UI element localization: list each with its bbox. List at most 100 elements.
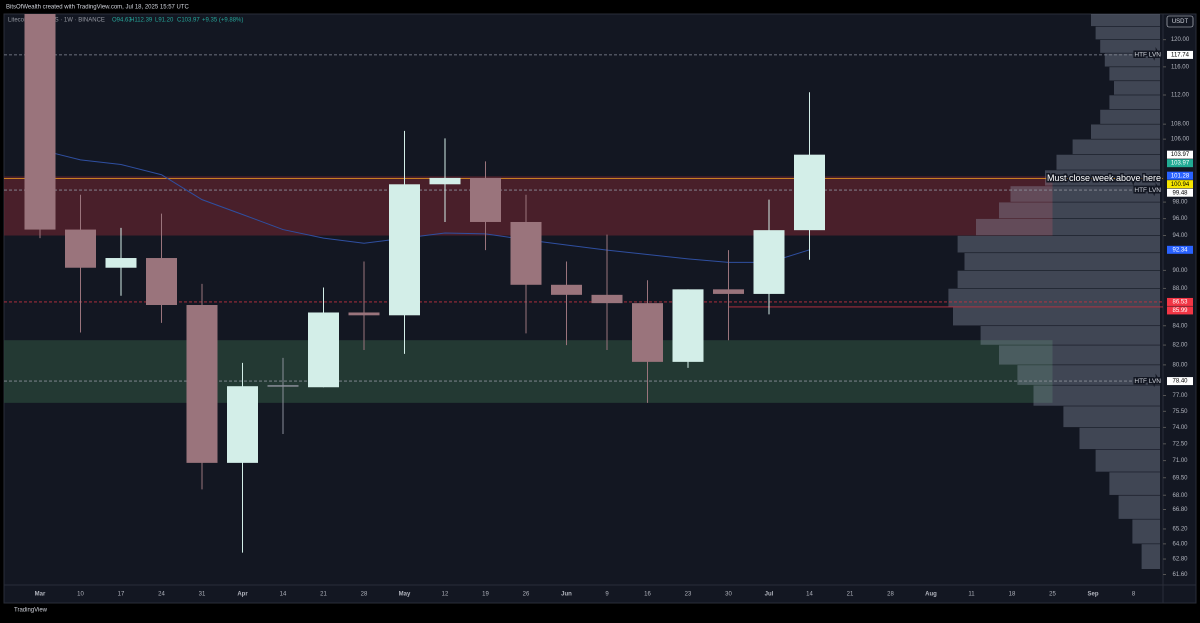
- price-tag-label: 86.53: [1172, 300, 1188, 306]
- y-tick-label: 98.00: [1172, 200, 1188, 206]
- candle-body: [186, 305, 218, 463]
- y-tick-label: 74.00: [1172, 425, 1188, 431]
- brand: TradingView: [14, 608, 48, 614]
- y-tick-label: 90.00: [1172, 268, 1188, 274]
- volume-bar: [999, 202, 1160, 219]
- x-tick-label: Mar: [35, 592, 46, 598]
- x-tick-label: 21: [847, 592, 854, 598]
- ohlc-close: C103.97: [177, 18, 200, 24]
- volume-bar: [1095, 449, 1160, 472]
- x-tick-label: 16: [644, 592, 651, 598]
- volume-bar: [1045, 170, 1160, 186]
- price-tag-label: 103.97: [1171, 152, 1190, 158]
- x-tick-label: 18: [1009, 592, 1016, 598]
- price-tag-label: 100.94: [1171, 182, 1190, 188]
- x-tick-label: 26: [523, 592, 530, 598]
- ohlc-open: O94.63: [112, 18, 132, 24]
- y-tick-label: 108.00: [1171, 122, 1190, 128]
- volume-bar: [957, 235, 1160, 253]
- volume-bar: [964, 253, 1160, 271]
- currency-box: [1166, 15, 1194, 28]
- volume-bar: [1132, 519, 1160, 544]
- ohlc-low: L91.20: [155, 18, 174, 24]
- symbol: Litecoin / TetherUS · 1W · BINANCE: [8, 18, 105, 24]
- price-tag: [1167, 180, 1193, 189]
- y-tick-label: 64.00: [1172, 541, 1188, 547]
- volume-bar: [1010, 186, 1160, 202]
- volume-bar: [957, 270, 1160, 289]
- y-tick-label: 120.00: [1171, 37, 1190, 43]
- candle-body: [105, 258, 137, 268]
- y-tick-label: 88.00: [1172, 286, 1188, 292]
- price-tag-label: 117.74: [1171, 52, 1190, 58]
- x-tick-label: 28: [361, 592, 368, 598]
- candle-body: [389, 184, 420, 316]
- x-tick-label: Sep: [1087, 592, 1098, 598]
- price-tag-label: 78.40: [1172, 379, 1188, 385]
- y-tick-label: 69.50: [1172, 475, 1188, 481]
- candle-body: [672, 289, 704, 362]
- y-tick-label: 106.00: [1171, 137, 1190, 143]
- x-tick-label: 25: [1049, 592, 1056, 598]
- volume-bar: [1033, 385, 1160, 406]
- y-tick-label: 94.00: [1172, 233, 1188, 239]
- x-tick-label: 19: [482, 592, 489, 598]
- volume-bar: [1017, 365, 1160, 385]
- volume-bar: [948, 288, 1160, 307]
- x-tick-label: 9: [605, 592, 609, 598]
- volume-bar: [1104, 53, 1160, 67]
- volume-bar: [976, 218, 1160, 236]
- x-tick-label: 12: [442, 592, 449, 598]
- volume-bar: [1063, 406, 1160, 428]
- volume-bar: [1095, 26, 1160, 40]
- y-tick-label: 84.00: [1172, 323, 1188, 329]
- x-tick-label: Apr: [237, 592, 248, 598]
- volume-bar: [1109, 95, 1160, 110]
- price-tag-label: 103.97: [1171, 161, 1190, 167]
- y-tick-label: 61.60: [1172, 572, 1188, 578]
- x-tick-label: 21: [320, 592, 327, 598]
- candle-body: [308, 312, 339, 388]
- price-tag: [1167, 306, 1193, 315]
- price-tag-label: 92.34: [1172, 247, 1188, 253]
- level-label: Must close week above here: [1047, 173, 1161, 183]
- price-tag: [1167, 245, 1193, 254]
- candle-body: [551, 284, 582, 295]
- price-tag: [1167, 188, 1193, 197]
- x-tick-label: 10: [77, 592, 84, 598]
- x-tick-label: Jul: [765, 592, 774, 598]
- credit: BitsOfWealth created with TradingView.co…: [6, 5, 190, 11]
- price-tag: [1167, 297, 1193, 306]
- x-tick-label: May: [399, 592, 411, 598]
- volume-bar: [980, 326, 1160, 345]
- x-tick-label: 24: [158, 592, 165, 598]
- volume-bar: [1141, 544, 1160, 570]
- volume-bar: [1091, 124, 1160, 139]
- volume-bar: [1109, 472, 1160, 495]
- candle-body: [753, 230, 785, 294]
- candle-body: [510, 221, 542, 285]
- y-tick-label: 62.80: [1172, 557, 1188, 563]
- x-tick-label: 11: [968, 592, 975, 598]
- volume-bar: [1114, 81, 1160, 95]
- volume-bar: [953, 307, 1160, 326]
- y-tick-label: 65.20: [1172, 527, 1188, 533]
- candle-body: [632, 303, 663, 362]
- y-tick-label: 77.00: [1172, 393, 1188, 399]
- candle-body: [591, 294, 623, 304]
- candle-body: [470, 177, 501, 222]
- level-label: HTF LVN: [1134, 52, 1161, 59]
- y-tick-label: 112.00: [1171, 93, 1190, 99]
- x-tick-label: 31: [199, 592, 206, 598]
- volume-bar: [1072, 139, 1160, 155]
- volume-bar: [1079, 427, 1160, 450]
- ohlc-high: H112.39: [130, 18, 153, 24]
- x-tick-label: 17: [118, 592, 125, 598]
- currency: USDT: [1172, 19, 1189, 25]
- candle-body: [65, 229, 96, 268]
- y-tick-label: 116.00: [1171, 64, 1190, 70]
- zone: [4, 340, 1053, 403]
- y-tick-label: 72.50: [1172, 441, 1188, 447]
- y-tick-label: 82.00: [1172, 343, 1188, 349]
- y-tick-label: 96.00: [1172, 216, 1188, 222]
